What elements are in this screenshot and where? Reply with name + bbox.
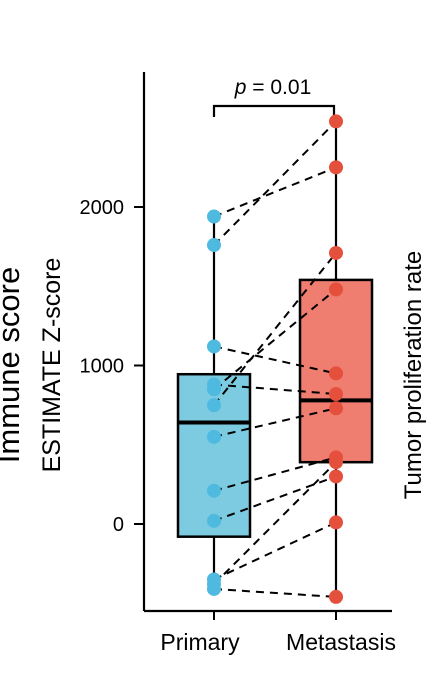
point-metastasis — [329, 387, 343, 402]
point-metastasis — [329, 366, 343, 381]
pair-line — [213, 252, 337, 406]
pair-line — [213, 461, 337, 585]
y-tick-label: 1000 — [80, 356, 125, 378]
y-axis-label-line1: Immune score — [0, 267, 26, 463]
pair-line — [213, 475, 337, 522]
pair-line — [213, 587, 337, 598]
p-value: = 0.01 — [246, 76, 311, 99]
point-primary — [207, 398, 221, 413]
p-symbol: p — [234, 76, 247, 99]
point-metastasis — [329, 114, 343, 129]
x-tick-labels: Primary Metastasis — [160, 611, 396, 655]
pair-line — [213, 456, 337, 492]
point-metastasis — [329, 282, 343, 297]
significance-label: p = 0.01 — [234, 76, 312, 99]
pair-line — [213, 383, 337, 396]
pair-line — [213, 166, 337, 218]
point-primary — [207, 382, 221, 397]
point-metastasis — [329, 515, 343, 530]
right-axis-label: Tumor proliferation rate — [400, 251, 427, 500]
point-metastasis — [329, 245, 343, 260]
point-metastasis — [329, 401, 343, 416]
point-metastasis — [329, 469, 343, 484]
pair-line — [213, 120, 337, 246]
point-metastasis — [329, 589, 343, 604]
point-metastasis — [329, 160, 343, 175]
x-tick-label: Metastasis — [286, 629, 396, 655]
significance-bracket — [212, 104, 336, 117]
point-primary — [207, 513, 221, 528]
pair-line — [213, 288, 337, 391]
x-tick-label: Primary — [160, 629, 240, 655]
pair-lines — [213, 120, 337, 598]
pair-line — [213, 407, 337, 438]
point-primary — [207, 339, 221, 354]
y-tick-label: 2000 — [80, 197, 125, 219]
point-primary — [207, 238, 221, 253]
data-points — [207, 114, 343, 604]
y-ticks: 0 1000 2000 — [80, 197, 144, 536]
point-primary — [207, 429, 221, 444]
point-primary — [207, 483, 221, 498]
point-primary — [207, 581, 221, 596]
pair-line — [213, 345, 337, 375]
point-metastasis — [329, 455, 343, 470]
y-tick-label: 0 — [113, 514, 124, 536]
point-primary — [207, 209, 221, 224]
y-axis-label-line2: ESTIMATE Z-score — [38, 258, 66, 473]
pair-line — [213, 521, 337, 581]
